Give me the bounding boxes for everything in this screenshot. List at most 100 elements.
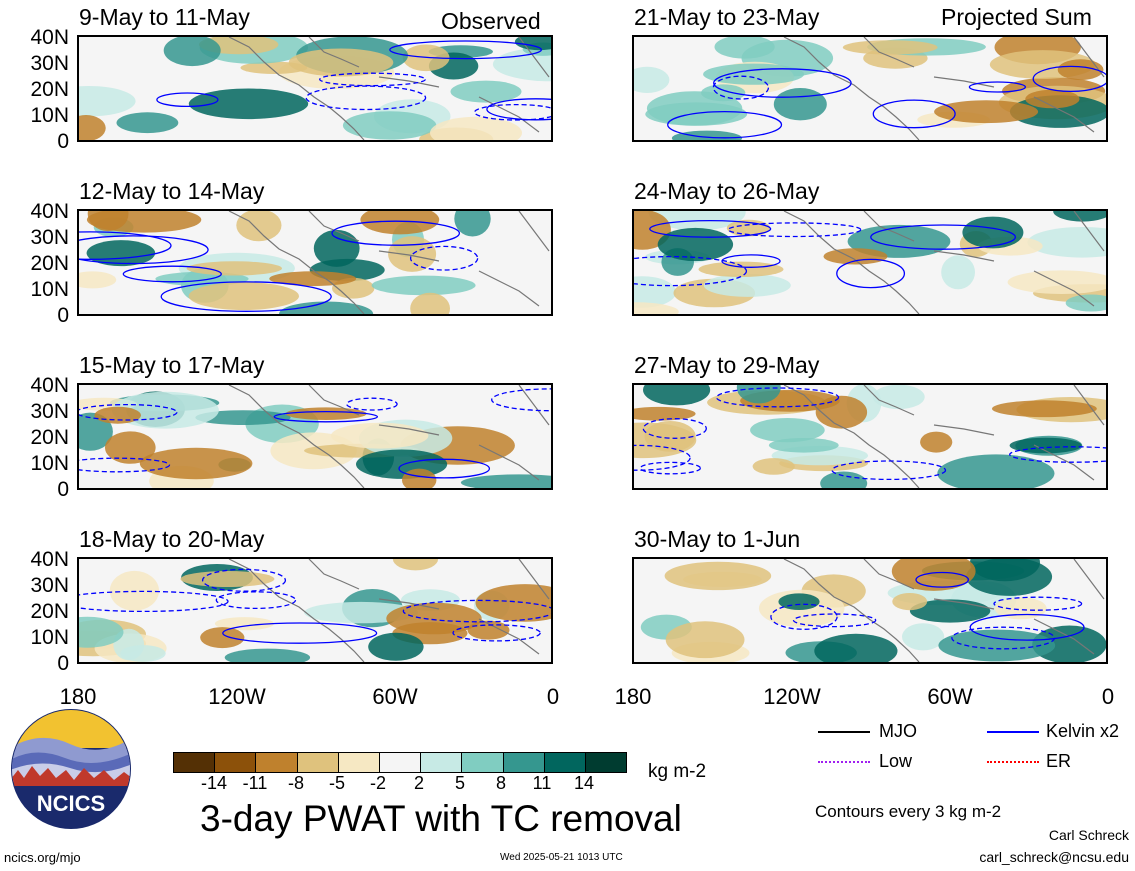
pwat-anomaly-blob <box>139 447 253 480</box>
pwat-anomaly-blob <box>79 115 106 140</box>
pwat-anomaly-blob <box>236 211 282 242</box>
pwat-anomaly-blob <box>79 86 136 117</box>
pwat-anomaly-blob <box>752 458 795 475</box>
panel-title: 30-May to 1-Jun <box>634 526 801 552</box>
kelvin-contour <box>319 72 426 87</box>
pwat-anomaly-blob <box>285 407 367 420</box>
pwat-anomaly-blob <box>645 102 748 126</box>
footer-author: Carl Schreck <box>1048 827 1129 843</box>
colorbar-unit: kg m-2 <box>648 761 707 782</box>
projected-sum-label: Projected Sum <box>941 4 1092 30</box>
pwat-anomaly-blob <box>79 271 117 289</box>
colorbar-tick: 11 <box>532 773 552 793</box>
colorbar-tick: 2 <box>413 773 425 793</box>
kelvin-contour <box>667 110 783 139</box>
colorbar-tick: -5 <box>328 773 346 793</box>
lon-label: 180 <box>614 684 652 709</box>
pwat-anomaly-blob <box>643 385 711 406</box>
colorbar-swatch <box>462 753 504 772</box>
kelvin-contour <box>969 613 1085 641</box>
pwat-anomaly-blob <box>750 418 825 443</box>
pwat-anomaly-blob <box>778 593 820 610</box>
lat-label: 20N <box>30 600 69 623</box>
pwat-anomaly-blob <box>368 632 424 661</box>
observed-label: Observed <box>441 8 541 34</box>
pwat-anomaly-blob <box>892 593 928 611</box>
lat-label: 40N <box>30 200 69 223</box>
lat-label: 30N <box>30 574 69 597</box>
kelvin-contour <box>1032 65 1106 93</box>
kelvin-contour <box>156 92 219 108</box>
kelvin-contour <box>915 571 970 588</box>
colorbar-swatch <box>297 753 339 772</box>
pwat-field <box>79 37 551 140</box>
kelvin-contour <box>215 591 297 610</box>
panel-title: 27-May to 29-May <box>634 352 820 378</box>
colorbar-swatch <box>585 753 627 772</box>
panel-title: 18-May to 20-May <box>79 526 265 552</box>
kelvin-contour <box>331 220 461 246</box>
kelvin-contour <box>721 254 781 268</box>
map-panel <box>632 35 1108 142</box>
lat-label: 20N <box>30 426 69 449</box>
pwat-anomaly-blob <box>909 599 991 623</box>
kelvin-contour <box>402 599 551 623</box>
kelvin-contour <box>831 460 947 481</box>
map-panel <box>632 209 1108 316</box>
pwat-anomaly-blob <box>188 88 309 120</box>
pwat-anomaly-blob <box>902 623 945 651</box>
map-panel <box>77 383 553 490</box>
logo-text: NCICS <box>37 791 105 816</box>
colorbar-tick: -11 <box>242 773 268 793</box>
pwat-anomaly-blob <box>962 216 1024 249</box>
pwat-field <box>79 559 551 662</box>
legend-label: MJO <box>879 721 917 741</box>
pwat-anomaly-blob <box>392 559 439 571</box>
lat-label: 0 <box>57 652 69 675</box>
lat-label: 10N <box>30 452 69 475</box>
pwat-anomaly-blob <box>163 37 221 67</box>
kelvin-contour <box>642 418 707 439</box>
lon-label: 60W <box>927 684 973 709</box>
pwat-anomaly-blob <box>109 570 159 611</box>
lat-label: 40N <box>30 26 69 49</box>
pwat-anomaly-blob <box>1053 211 1106 222</box>
pwat-anomaly-blob <box>475 584 551 622</box>
lat-label: 0 <box>57 304 69 327</box>
footer-email[interactable]: carl_schreck@ncsu.edu <box>979 849 1129 865</box>
legend-swatch-mjo <box>818 731 870 733</box>
colorbar-swatch <box>379 753 422 772</box>
pwat-anomaly-blob <box>105 431 156 464</box>
pwat-anomaly-blob <box>386 602 482 635</box>
lon-label: 0 <box>546 684 560 709</box>
lat-label: 10N <box>30 278 69 301</box>
kelvin-contour <box>1009 446 1106 463</box>
lat-label: 0 <box>57 130 69 153</box>
pwat-anomaly-blob <box>701 84 746 102</box>
footer-url[interactable]: ncics.org/mjo <box>4 850 81 865</box>
panel-title: 12-May to 14-May <box>79 178 265 204</box>
kelvin-contour <box>836 258 906 289</box>
pwat-anomaly-blob <box>460 474 551 488</box>
kelvin-contour <box>201 568 287 592</box>
pwat-anomaly-blob <box>94 406 141 424</box>
pwat-field <box>79 385 551 488</box>
kelvin-contour <box>122 265 222 283</box>
map-panel <box>77 209 553 316</box>
legend-swatch-kelvin <box>987 731 1039 733</box>
colorbar-swatch <box>338 753 380 772</box>
kelvin-contour <box>713 68 852 98</box>
pwat-anomaly-blob <box>450 80 522 103</box>
kelvin-contour <box>649 219 772 238</box>
pwat-anomaly-blob <box>937 454 1055 488</box>
pwat-anomaly-blob <box>492 47 551 82</box>
lon-label: 0 <box>1101 684 1115 709</box>
pwat-anomaly-blob <box>188 282 299 310</box>
lat-label: 40N <box>30 374 69 397</box>
pwat-field <box>634 385 1106 488</box>
pwat-field <box>634 211 1106 314</box>
pwat-anomaly-blob <box>814 633 898 662</box>
legend-label: Low <box>879 751 913 771</box>
pwat-anomaly-blob <box>703 63 805 85</box>
kelvin-contour <box>727 222 862 238</box>
